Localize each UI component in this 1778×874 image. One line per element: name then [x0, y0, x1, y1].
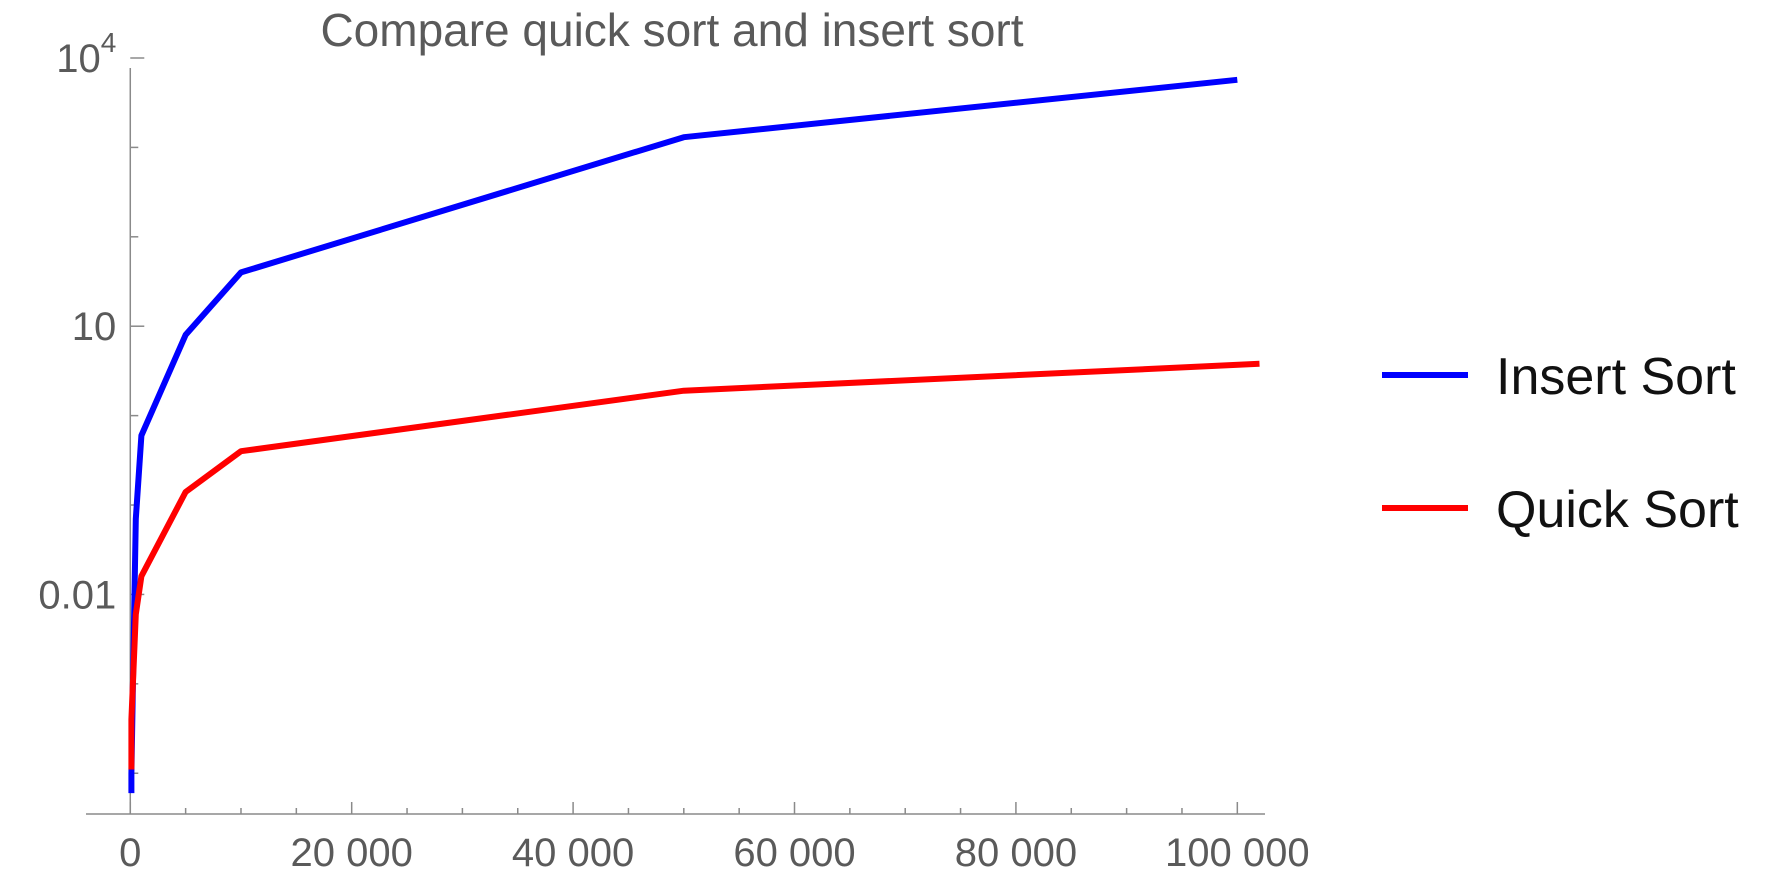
series-line-quick-sort [128, 360, 1260, 770]
series-line-insert-sort [128, 76, 1238, 794]
x-tick-label: 100 000 [1165, 831, 1310, 874]
x-tick-label: 80 000 [955, 831, 1077, 874]
chart-title: Compare quick sort and insert sort [320, 4, 1023, 56]
axes: 0 20 000 40 000 60 000 80 000 100 000 0.01 10 10… [38, 27, 1309, 874]
legend-label-insert-sort: Insert Sort [1496, 348, 1736, 406]
y-tick-label: 10 [72, 305, 117, 349]
legend-label-quick-sort: Quick Sort [1496, 481, 1739, 539]
x-tick-label: 60 000 [733, 831, 855, 874]
x-tick-label: 40 000 [512, 831, 634, 874]
y-tick-label: 104 [56, 27, 116, 81]
x-tick-label: 0 [119, 831, 141, 874]
legend: Insert Sort Quick Sort [1382, 348, 1739, 539]
y-tick-label: 0.01 [38, 573, 116, 617]
series-layer [128, 76, 1260, 794]
x-tick-label: 20 000 [291, 831, 413, 874]
